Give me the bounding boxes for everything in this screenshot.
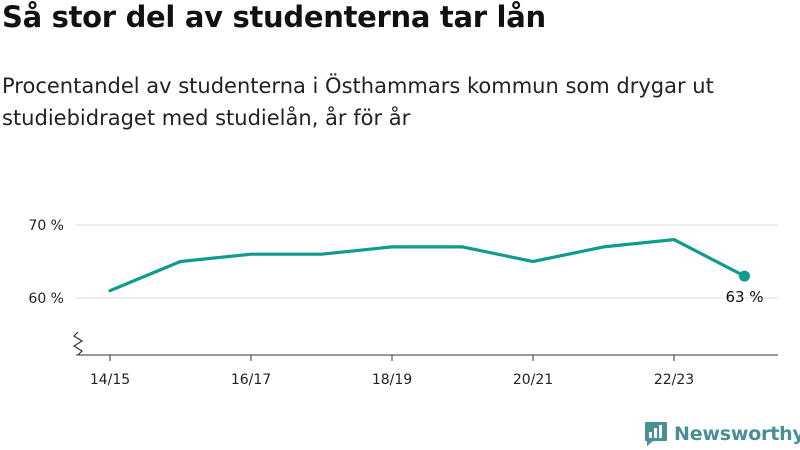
line-chart: 70 % 60 % 14/15 16/17 18/19 20/21 22/23 63 %: [28, 218, 778, 388]
axis-break-marker: [72, 331, 84, 356]
bar-chart-speech-bubble-icon: [645, 422, 667, 446]
brand-name: Newsworthy: [674, 423, 800, 445]
x-axis: 14/15 16/17 18/19 20/21 22/23: [72, 331, 778, 388]
x-tick-label: 14/15: [90, 372, 130, 388]
newsworthy-logo: Newsworthy: [644, 420, 800, 448]
data-label: 63 %: [725, 288, 763, 306]
x-tick-label: 20/21: [513, 372, 553, 388]
y-tick-label: 60 %: [28, 291, 64, 307]
x-tick-label: 18/19: [372, 372, 412, 388]
y-axis-ticks: 70 % 60 %: [28, 218, 64, 307]
chart-subtitle: Procentandel av studenterna i Östhammars…: [2, 74, 714, 130]
x-tick-label: 16/17: [231, 372, 271, 388]
y-tick-label: 70 %: [28, 218, 64, 234]
gridlines: [76, 224, 778, 299]
data-labels: 63 %: [725, 270, 764, 306]
last-point-marker: [739, 270, 750, 282]
x-tick-label: 22/23: [654, 372, 694, 388]
series-group: [108, 238, 747, 293]
series-line: [108, 238, 747, 293]
chart-title: Så stor del av studenterna tar lån: [2, 0, 546, 34]
